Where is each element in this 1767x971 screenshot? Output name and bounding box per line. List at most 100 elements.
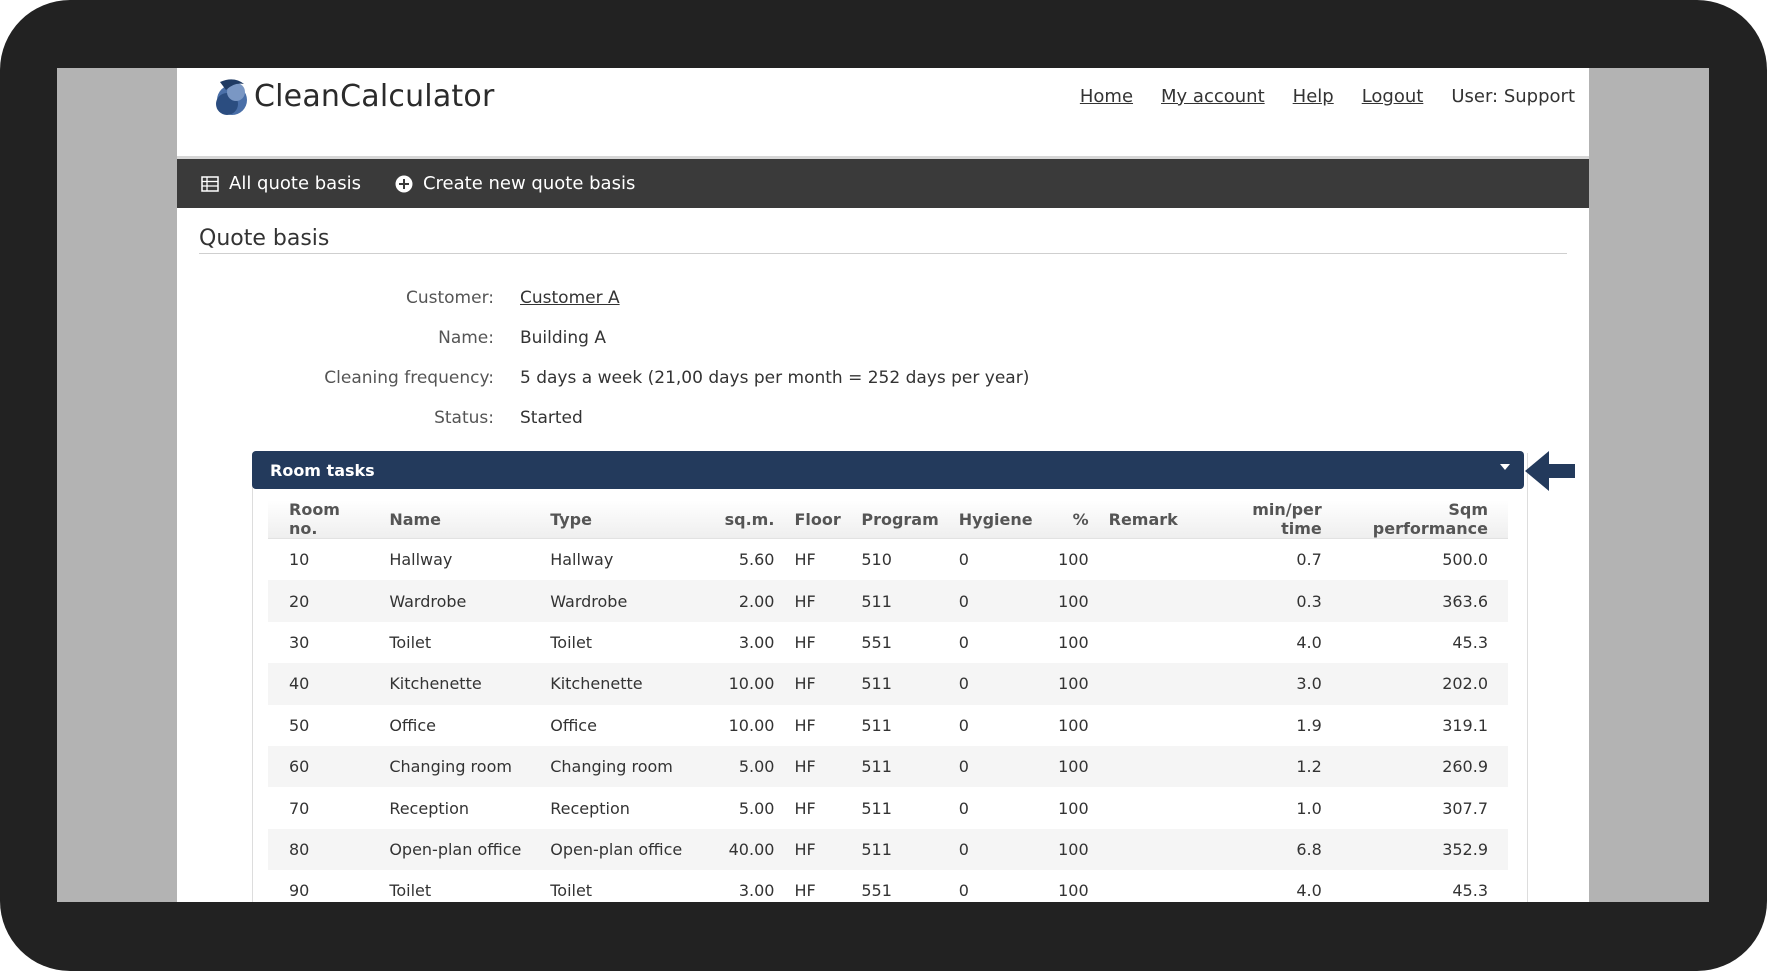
col-name[interactable]: Name: [379, 500, 541, 539]
cell-floor: HF: [794, 591, 816, 611]
cell-min-per-time: 0.3: [1296, 591, 1322, 611]
caret-down-icon[interactable]: [1500, 464, 1510, 470]
cell-sqm: 10.00: [728, 674, 775, 694]
cell-room-no: 50: [289, 715, 310, 735]
main-content: Quote basis Customer: Customer A Name: B…: [177, 208, 1589, 438]
room-tasks-table: Room no. Name Type sq.m. Floor Program H…: [268, 500, 1508, 902]
room-tasks-header[interactable]: Room tasks: [252, 451, 1524, 489]
cell-sqm-performance: 363.6: [1442, 591, 1488, 611]
nav-help-link[interactable]: Help: [1292, 86, 1334, 107]
name-value: Building A: [520, 328, 606, 348]
col-sqm[interactable]: sq.m.: [705, 500, 785, 539]
cell-room-no: 80: [289, 839, 310, 859]
cell-name: Hallway: [389, 550, 453, 570]
cell-hygiene: 0: [958, 757, 969, 777]
cell-sqm-performance: 45.3: [1452, 881, 1488, 901]
cell-room-no: 70: [289, 798, 310, 818]
room-tasks-table-container: Room no. Name Type sq.m. Floor Program H…: [268, 500, 1508, 902]
cell-sqm: 40.00: [728, 839, 775, 859]
cell-remark: [1099, 787, 1198, 828]
table-row[interactable]: 10 Hallway Hallway 5.60 HF 510 0 100 0.7 500.0: [268, 539, 1508, 581]
cell-program: 511: [861, 798, 892, 818]
table-icon: [201, 175, 219, 192]
cell-name: Open-plan office: [389, 839, 522, 859]
table-row[interactable]: 40 Kitchenette Kitchenette 10.00 HF 511 0 100 3.…: [268, 663, 1508, 705]
cell-sqm-performance: 45.3: [1452, 632, 1488, 652]
all-quote-basis-button[interactable]: All quote basis: [201, 173, 361, 194]
customer-link[interactable]: Customer A: [520, 288, 620, 308]
cell-percent: 100: [1058, 591, 1089, 611]
col-hygiene[interactable]: Hygiene: [948, 500, 1049, 539]
detail-frequency: Cleaning frequency: 5 days a week (21,00…: [199, 358, 1567, 398]
cell-percent: 100: [1058, 757, 1089, 777]
header-divider: [177, 156, 1589, 159]
detail-status: Status: Started: [199, 398, 1567, 438]
col-min-per-time[interactable]: min/per time: [1197, 500, 1332, 539]
col-remark[interactable]: Remark: [1098, 500, 1198, 539]
cell-sqm: 5.00: [738, 757, 775, 777]
cell-hygiene: 0: [958, 881, 969, 901]
table-header: Room no. Name Type sq.m. Floor Program H…: [268, 500, 1508, 539]
cell-type: Toilet: [550, 881, 593, 901]
cell-remark: [1099, 539, 1198, 581]
cell-room-no: 90: [289, 881, 310, 901]
cell-floor: HF: [794, 674, 816, 694]
cell-floor: HF: [794, 757, 816, 777]
create-new-quote-basis-button[interactable]: Create new quote basis: [395, 173, 635, 194]
cell-type: Office: [550, 715, 597, 735]
cell-floor: HF: [794, 839, 816, 859]
cell-sqm: 3.00: [738, 632, 775, 652]
cell-remark: [1099, 746, 1198, 787]
cell-min-per-time: 4.0: [1296, 632, 1322, 652]
frequency-label: Cleaning frequency:: [324, 368, 494, 388]
status-value: Started: [520, 408, 583, 428]
table-row[interactable]: 60 Changing room Changing room 5.00 HF 511 0 10…: [268, 745, 1508, 788]
table-row[interactable]: 90 Toilet Toilet 3.00 HF 551 0 100 4.0 45.3: [268, 870, 1508, 902]
cell-name: Reception: [389, 798, 469, 818]
table-row[interactable]: 80 Open-plan office Open-plan office 40.00 H…: [268, 828, 1508, 871]
cell-type: Toilet: [550, 632, 593, 652]
nav-logout-link[interactable]: Logout: [1361, 86, 1424, 107]
cell-program: 551: [861, 881, 892, 901]
cell-percent: 100: [1058, 798, 1089, 818]
cell-hygiene: 0: [958, 632, 969, 652]
cell-hygiene: 0: [958, 550, 969, 570]
table-row[interactable]: 30 Toilet Toilet 3.00 HF 551 0 100 4.0 45.3: [268, 622, 1508, 663]
cell-name: Wardrobe: [389, 591, 467, 611]
cell-room-no: 20: [289, 591, 310, 611]
cell-type: Open-plan office: [550, 839, 683, 859]
col-type[interactable]: Type: [540, 500, 706, 539]
logo[interactable]: CleanCalculator: [210, 74, 494, 118]
browser-viewport: CleanCalculator Home My account Help Log…: [57, 68, 1709, 902]
cell-sqm: 3.00: [738, 881, 775, 901]
col-sqm-performance[interactable]: Sqm performance: [1331, 500, 1508, 539]
cell-sqm-performance: 319.1: [1442, 715, 1488, 735]
cell-percent: 100: [1058, 632, 1089, 652]
col-room-no[interactable]: Room no.: [268, 500, 380, 539]
room-tasks-title: Room tasks: [270, 460, 375, 480]
cell-min-per-time: 1.0: [1296, 798, 1322, 818]
table-row[interactable]: 20 Wardrobe Wardrobe 2.00 HF 511 0 100 0.3 363.6: [268, 580, 1508, 622]
create-new-quote-basis-label: Create new quote basis: [422, 173, 636, 194]
room-tasks-panel: [252, 453, 1528, 902]
site-header: CleanCalculator Home My account Help Log…: [177, 68, 1589, 156]
top-navigation: Home My account Help Logout User: Suppor…: [1052, 86, 1575, 107]
col-floor[interactable]: Floor: [784, 500, 852, 539]
cell-min-per-time: 6.8: [1296, 839, 1322, 859]
col-program[interactable]: Program: [851, 500, 949, 539]
cell-sqm: 5.00: [738, 798, 775, 818]
nav-my-account-link[interactable]: My account: [1161, 86, 1265, 107]
table-header-row: Room no. Name Type sq.m. Floor Program H…: [268, 500, 1508, 539]
nav-home-link[interactable]: Home: [1079, 86, 1134, 107]
cell-hygiene: 0: [958, 591, 969, 611]
table-row[interactable]: 50 Office Office 10.00 HF 511 0 100 1.9 319.1: [268, 705, 1508, 746]
table-row[interactable]: 70 Reception Reception 5.00 HF 511 0 100 1.0 307.…: [268, 787, 1508, 828]
cell-min-per-time: 3.0: [1296, 674, 1322, 694]
cell-floor: HF: [794, 632, 816, 652]
logo-mark-icon: [216, 79, 247, 115]
col-percent[interactable]: %: [1048, 500, 1099, 539]
cell-room-no: 10: [289, 550, 310, 570]
cell-remark: [1099, 663, 1198, 704]
cell-type: Wardrobe: [550, 591, 628, 611]
cell-type: Kitchenette: [550, 674, 643, 694]
